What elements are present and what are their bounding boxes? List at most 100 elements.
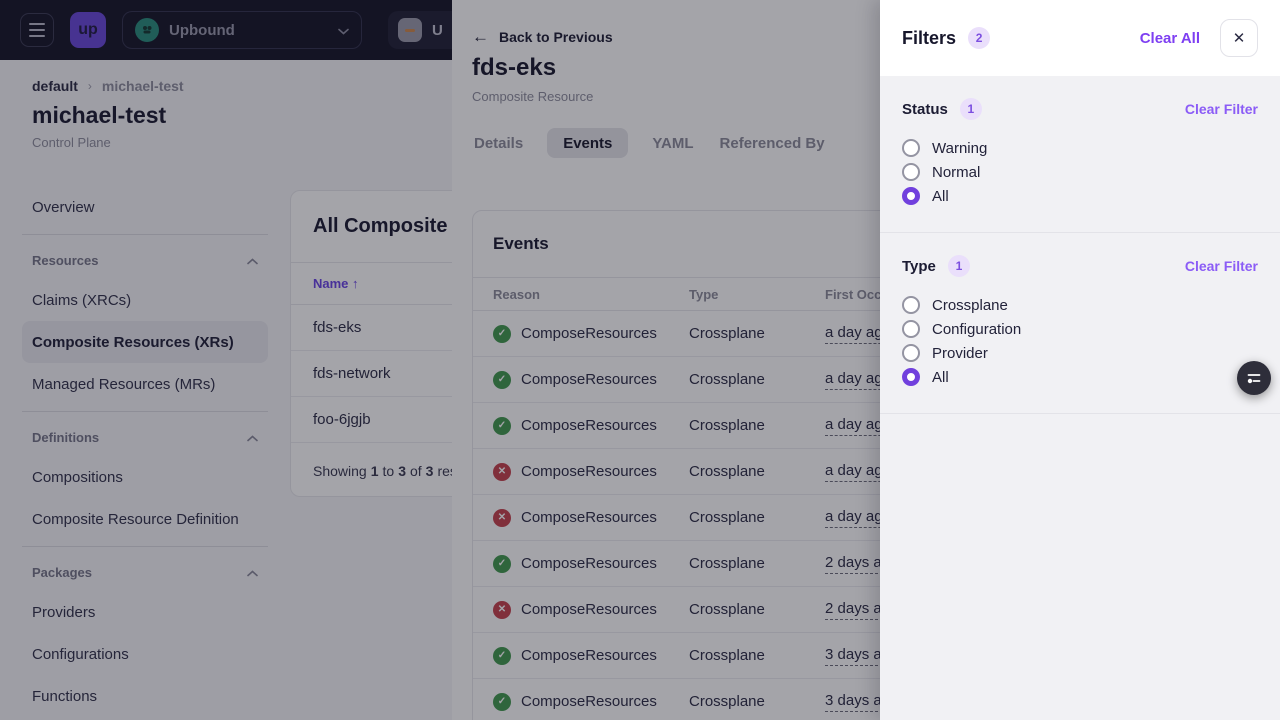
page-title: michael-test (32, 102, 167, 128)
sidebar-item-providers[interactable]: Providers (32, 603, 96, 621)
filters-count-badge: 2 (968, 27, 991, 49)
filter-option-type-configuration[interactable]: Configuration (902, 317, 1258, 341)
event-type: Crossplane (689, 463, 765, 480)
chevron-down-icon (338, 22, 349, 39)
success-check-icon: ✓ (493, 692, 511, 711)
event-row: ✓ ComposeResources Crossplane 3 days ago (473, 633, 880, 679)
sidebar-item-configurations[interactable]: Configurations (32, 645, 129, 663)
event-type: Crossplane (689, 509, 765, 526)
upbound-org-icon (135, 18, 159, 42)
radio-unselected-icon[interactable] (902, 139, 920, 157)
event-type: Crossplane (689, 555, 765, 572)
event-reason: ComposeResources (521, 509, 657, 526)
filters-toggle-fab[interactable] (1237, 361, 1271, 395)
org-switcher-dropdown[interactable]: Upbound (122, 11, 362, 49)
filter-mixer-icon (1247, 374, 1261, 384)
error-x-icon: ✕ (493, 600, 511, 619)
org-switcher-label: Upbound (169, 21, 235, 39)
events-col-type: Type (689, 286, 719, 302)
sidebar-group-definitions[interactable]: Definitions (22, 418, 268, 456)
clear-all-button[interactable]: Clear All (1139, 29, 1200, 47)
sidebar-item-overview[interactable]: Overview (32, 198, 95, 216)
breadcrumb-chevron-icon: › (87, 79, 92, 93)
event-first-occurred[interactable]: 2 days ago (825, 600, 880, 620)
event-row: ✓ ComposeResources Crossplane 2 days ago (473, 541, 880, 587)
event-row: ✓ ComposeResources Crossplane 3 days ago (473, 679, 880, 720)
clear-filter-button[interactable]: Clear Filter (1184, 258, 1258, 274)
workspace-avatar-icon (398, 18, 422, 42)
hamburger-menu-button[interactable] (20, 13, 54, 47)
arrow-left-icon: ← (472, 27, 489, 46)
event-reason: ComposeResources (521, 371, 657, 388)
event-reason: ComposeResources (521, 463, 657, 480)
filter-option-label: Normal (932, 163, 981, 181)
filter-option-type-crossplane[interactable]: Crossplane (902, 293, 1258, 317)
upbound-logo[interactable]: up (70, 12, 106, 48)
success-check-icon: ✓ (493, 554, 511, 573)
success-check-icon: ✓ (493, 370, 511, 389)
filter-option-status-normal[interactable]: Normal (902, 160, 1258, 184)
events-card-title: Events (493, 234, 549, 253)
filter-section-count-badge: 1 (947, 255, 970, 277)
event-first-occurred[interactable]: a day ago (825, 508, 880, 528)
event-row: ✕ ComposeResources Crossplane a day ago (473, 449, 880, 495)
filter-option-label: Crossplane (932, 296, 1008, 314)
radio-unselected-icon[interactable] (902, 320, 920, 338)
event-reason: ComposeResources (521, 417, 657, 434)
event-first-occurred[interactable]: a day ago (825, 416, 880, 436)
page-header: default › michael-test michael-test Cont… (32, 78, 184, 150)
resource-kind-label: Composite Resource (472, 89, 594, 104)
sidebar-item-composite-resources-xrs[interactable]: Composite Resources (XRs) (22, 321, 268, 363)
sidebar-item-composite-resource-definition[interactable]: Composite Resource Definition (32, 510, 239, 528)
event-type: Crossplane (689, 417, 765, 434)
events-col-reason: Reason (493, 286, 540, 302)
event-reason: ComposeResources (521, 647, 657, 664)
radio-selected-icon[interactable] (902, 187, 920, 205)
sidebar-item-compositions[interactable]: Compositions (32, 468, 123, 486)
sidebar-group-resources[interactable]: Resources (22, 241, 268, 279)
sidebar-nav: Overview Resources Claims (XRCs) Composite … (22, 186, 268, 717)
filter-option-status-warning[interactable]: Warning (902, 136, 1258, 160)
tab-referenced-by[interactable]: Referenced By (719, 134, 825, 152)
breadcrumb-default[interactable]: default (32, 78, 78, 94)
event-first-occurred[interactable]: 2 days ago (825, 554, 880, 574)
event-type: Crossplane (689, 325, 765, 342)
sidebar-item-claims-xrcs[interactable]: Claims (XRCs) (32, 291, 132, 309)
breadcrumb: default › michael-test (32, 78, 184, 94)
event-type: Crossplane (689, 371, 765, 388)
tab-details[interactable]: Details (474, 134, 524, 152)
event-row: ✕ ComposeResources Crossplane 2 days ago (473, 587, 880, 633)
tab-yaml[interactable]: YAML (652, 134, 694, 152)
event-first-occurred[interactable]: 3 days ago (825, 646, 880, 666)
sidebar-item-functions[interactable]: Functions (32, 687, 98, 705)
event-first-occurred[interactable]: a day ago (825, 462, 880, 482)
filter-section-title: Status (902, 100, 948, 118)
sidebar-item-managed-resources-mrs[interactable]: Managed Resources (MRs) (32, 375, 216, 393)
filter-option-label: All (932, 187, 949, 205)
radio-unselected-icon[interactable] (902, 296, 920, 314)
page-subtitle: Control Plane (32, 135, 111, 150)
sidebar-group-packages[interactable]: Packages (22, 553, 268, 591)
event-row: ✓ ComposeResources Crossplane a day ago (473, 403, 880, 449)
error-x-icon: ✕ (493, 462, 511, 481)
back-to-previous-link[interactable]: ← Back to Previous (472, 27, 613, 46)
sort-ascending-icon: ↑ (352, 276, 359, 291)
clear-filter-button[interactable]: Clear Filter (1184, 101, 1258, 117)
close-filters-button[interactable]: ✕ (1220, 19, 1258, 57)
resource-detail-drawer: ← Back to Previous fds-eks Composite Res… (452, 0, 880, 720)
event-first-occurred[interactable]: 3 days ago (825, 692, 880, 712)
events-table-header: Reason Type First Occurred (473, 277, 880, 311)
tab-events[interactable]: Events (547, 128, 629, 158)
filter-option-type-all[interactable]: All (902, 365, 1258, 389)
radio-unselected-icon[interactable] (902, 163, 920, 181)
event-first-occurred[interactable]: a day ago (825, 370, 880, 390)
success-check-icon: ✓ (493, 416, 511, 435)
event-first-occurred[interactable]: a day ago (825, 324, 880, 344)
filter-option-type-provider[interactable]: Provider (902, 341, 1258, 365)
filter-option-status-all[interactable]: All (902, 184, 1258, 208)
filter-option-label: Configuration (932, 320, 1022, 338)
filter-option-label: All (932, 368, 949, 386)
radio-selected-icon[interactable] (902, 368, 920, 386)
event-row: ✓ ComposeResources Crossplane a day ago (473, 357, 880, 403)
radio-unselected-icon[interactable] (902, 344, 920, 362)
